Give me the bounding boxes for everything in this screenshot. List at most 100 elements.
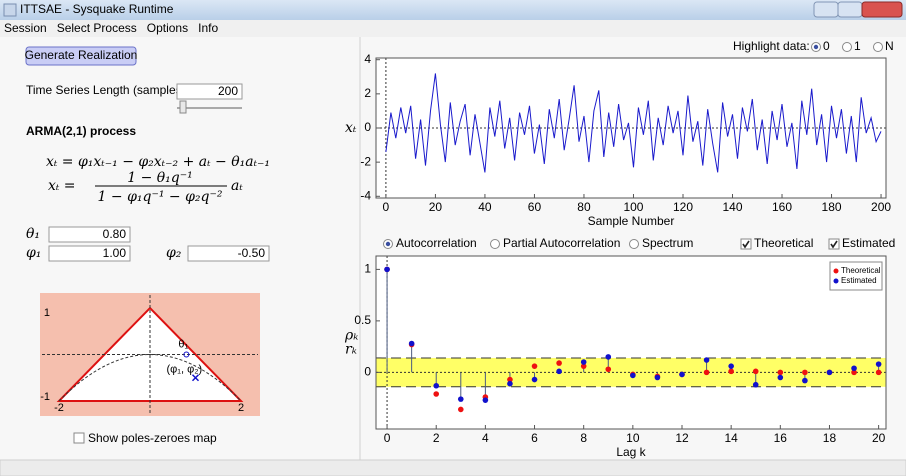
maximize-button[interactable] bbox=[837, 1, 863, 18]
generate-button[interactable] bbox=[25, 46, 137, 66]
y-tick-label: 0 bbox=[364, 120, 371, 134]
complex-root-boundary bbox=[58, 353, 242, 402]
phi2-value: -0.50 bbox=[238, 246, 266, 260]
length-input[interactable] bbox=[176, 83, 243, 100]
menu-item[interactable]: Info bbox=[198, 21, 218, 35]
x-tick-label: 60 bbox=[528, 200, 542, 214]
theta1-handle-label: θ₁ bbox=[178, 338, 188, 350]
phi2-input[interactable] bbox=[187, 245, 270, 262]
highlight-option: 0 bbox=[823, 39, 830, 53]
plot-check[interactable] bbox=[828, 238, 840, 250]
legend-label: Estimated bbox=[841, 276, 877, 285]
diagram-x-label: 2 bbox=[238, 402, 244, 414]
poles-checkbox-label: Show poles-zeroes map bbox=[88, 431, 217, 445]
series-line bbox=[385, 73, 882, 173]
menu-item[interactable]: Select Process bbox=[57, 21, 137, 35]
x-tick-label: 200 bbox=[871, 200, 891, 214]
x-tick-label: 120 bbox=[673, 200, 693, 214]
x-tick-label: 180 bbox=[822, 200, 842, 214]
stem-marker bbox=[580, 363, 587, 369]
stem-marker bbox=[433, 382, 440, 389]
x-tick-label: 100 bbox=[623, 200, 643, 214]
stem-marker bbox=[507, 376, 513, 383]
y-tick-label: 0.5 bbox=[354, 313, 371, 327]
stem-marker bbox=[777, 374, 784, 381]
theta1-label: θ₁ bbox=[26, 226, 40, 242]
generate-button-label: Generate Realization bbox=[25, 48, 138, 62]
stem-marker bbox=[851, 365, 857, 372]
diagram-x-label: -2 bbox=[54, 402, 64, 414]
diagram-y-label: -1 bbox=[40, 391, 50, 403]
highlight-option: 1 bbox=[854, 39, 861, 53]
highlight-option: N bbox=[885, 39, 894, 53]
poles-checkbox[interactable] bbox=[73, 432, 85, 444]
plot-frame bbox=[375, 255, 887, 430]
app-icon bbox=[3, 3, 17, 17]
stem-marker bbox=[482, 397, 489, 403]
highlight-radio-dot bbox=[813, 44, 819, 50]
stem-marker bbox=[433, 391, 440, 397]
acf-plot[interactable] bbox=[376, 256, 886, 429]
x-tick-label: 2 bbox=[433, 431, 440, 445]
x-tick-label: 0 bbox=[383, 200, 390, 214]
minimize-button[interactable] bbox=[813, 1, 839, 18]
process-title: ARMA(2,1) process bbox=[26, 124, 136, 138]
length-value: 200 bbox=[218, 84, 238, 98]
plot-type-radio[interactable] bbox=[629, 239, 639, 249]
highlight-label: Highlight data: bbox=[733, 39, 810, 53]
theta1-handle[interactable] bbox=[183, 351, 190, 358]
stem-marker bbox=[851, 369, 857, 376]
x-tick-label: 140 bbox=[722, 200, 742, 214]
stem-marker bbox=[531, 363, 538, 369]
plot-type-radio[interactable] bbox=[490, 239, 500, 249]
stem-marker bbox=[556, 368, 562, 375]
y-axis-label: rₖ bbox=[345, 342, 357, 358]
formula-denominator: 1 − φ₁q⁻¹ − φ₂q⁻² bbox=[98, 189, 223, 205]
x-axis-label: Sample Number bbox=[588, 214, 675, 228]
phi-handle-label: (φ₁, φ₂) bbox=[167, 364, 203, 376]
phi1-input[interactable] bbox=[48, 245, 131, 262]
stem-marker bbox=[556, 360, 562, 366]
theta1-input[interactable] bbox=[48, 226, 131, 243]
y-tick-label: -2 bbox=[360, 154, 371, 168]
stem-marker bbox=[630, 372, 636, 379]
theta1-value: 0.80 bbox=[103, 227, 127, 241]
x-tick-label: 160 bbox=[772, 200, 792, 214]
x-tick-label: 20 bbox=[872, 431, 886, 445]
x-tick-label: 10 bbox=[626, 431, 640, 445]
y-tick-label: 0 bbox=[364, 365, 371, 379]
plot-check-label: Estimated bbox=[842, 236, 895, 250]
phi-handle[interactable] bbox=[191, 374, 200, 382]
x-tick-label: 14 bbox=[724, 431, 738, 445]
menu-item[interactable]: Options bbox=[147, 21, 188, 35]
stem-marker bbox=[802, 369, 808, 376]
legend-label: Theoretical bbox=[841, 266, 881, 275]
stem-marker bbox=[826, 369, 833, 376]
highlight-radio[interactable] bbox=[842, 42, 852, 52]
title-bar bbox=[0, 0, 906, 20]
x-axis-label: Lag k bbox=[616, 445, 646, 459]
x-tick-label: 4 bbox=[482, 431, 489, 445]
stem-marker bbox=[728, 368, 734, 375]
plot-type-radio-dot bbox=[385, 241, 391, 247]
stem-marker bbox=[875, 361, 882, 367]
legend-marker bbox=[833, 268, 839, 274]
stem-marker bbox=[605, 366, 612, 373]
highlight-radio[interactable] bbox=[873, 42, 883, 52]
stem-marker bbox=[703, 357, 710, 363]
menu-item[interactable]: Session bbox=[4, 21, 47, 35]
x-tick-label: 40 bbox=[478, 200, 492, 214]
stem-marker bbox=[408, 340, 415, 347]
y-tick-label: 4 bbox=[364, 52, 371, 66]
stem-marker bbox=[457, 406, 464, 413]
phi1-label: φ₁ bbox=[26, 245, 41, 261]
plot-check-label: Theoretical bbox=[754, 236, 813, 250]
length-slider-thumb[interactable] bbox=[179, 100, 187, 114]
stem-marker bbox=[679, 371, 685, 378]
plot-check[interactable] bbox=[740, 238, 752, 250]
x-tick-label: 20 bbox=[429, 200, 443, 214]
formula-rhs: aₜ bbox=[231, 178, 243, 194]
x-tick-label: 12 bbox=[675, 431, 689, 445]
close-button[interactable] bbox=[861, 1, 903, 18]
